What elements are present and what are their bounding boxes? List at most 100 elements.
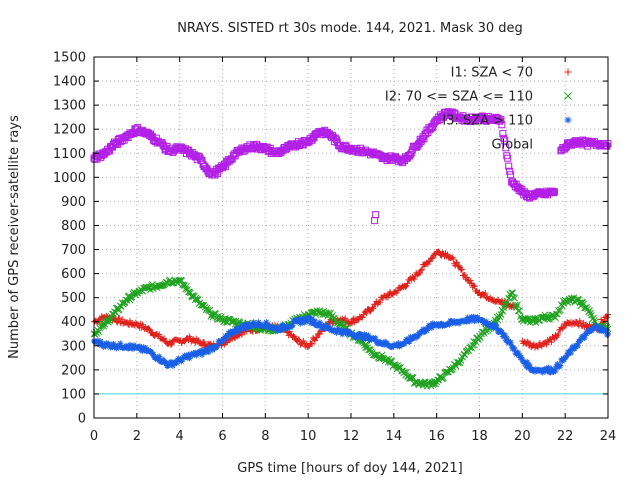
data-point-interp: [545, 313, 552, 321]
data-point-interp: [126, 296, 134, 304]
data-point-interp: [448, 365, 456, 373]
data-point-interp: [127, 317, 134, 324]
data-point-interp: [117, 340, 124, 347]
y-tick-label: 1300: [53, 99, 86, 114]
data-point-interp: [290, 333, 297, 340]
data-point: [444, 251, 451, 258]
data-point-interp: [125, 321, 132, 328]
data-point-interp: [440, 374, 447, 382]
data-point-interp: [471, 283, 478, 290]
y-tick-label: 200: [61, 363, 86, 378]
legend-label: I2: 70 <= SZA <= 110: [385, 90, 533, 105]
data-point-interp: [146, 326, 153, 333]
data-point: [508, 289, 515, 297]
data-point-interp: [339, 322, 347, 329]
data-point-interp: [458, 266, 465, 273]
data-point-interp: [123, 297, 131, 304]
x-tick-label: 4: [176, 429, 184, 444]
data-point-interp: [161, 335, 168, 342]
data-point-interp: [587, 309, 594, 317]
data-point-interp: [554, 310, 561, 318]
data-point-interp: [555, 330, 562, 337]
data-point-interp: [472, 338, 479, 345]
y-tick-label: 600: [61, 267, 86, 282]
data-point-interp: [309, 340, 316, 347]
y-tick-label: 800: [61, 219, 86, 234]
data-point-interp: [377, 299, 384, 306]
y-axis-label: Number of GPS receiver-satellite rays: [7, 115, 22, 359]
data-point-interp: [318, 328, 325, 335]
data-point-interp: [411, 276, 418, 283]
data-point-interp: [511, 294, 518, 302]
data-point-interp: [119, 316, 126, 323]
data-point-interp: [392, 362, 400, 369]
y-tick-label: 500: [61, 291, 86, 306]
x-tick-label: 16: [428, 429, 445, 444]
data-point-interp: [313, 334, 320, 341]
data-point-interp: [107, 315, 114, 322]
data-point-interp: [115, 306, 123, 313]
data-point-interp: [342, 315, 349, 322]
data-point-interp: [543, 341, 550, 348]
x-axis-label: GPS time [hours of doy 144, 2021]: [237, 461, 462, 476]
y-tick-label: 400: [61, 315, 86, 330]
data-point-interp: [386, 359, 394, 366]
x-tick-label: 0: [90, 429, 98, 444]
data-point-interp: [100, 322, 108, 330]
legend-label: I3: SZA > 110: [442, 114, 533, 129]
data-point-interp: [116, 315, 123, 322]
data-point-interp: [194, 296, 202, 303]
data-point-interp: [139, 321, 146, 328]
data-point-interp: [178, 277, 185, 284]
data-point-interp: [548, 339, 555, 346]
chart-title: NRAYS. SISTED rt 30s mode. 144, 2021. Ma…: [177, 21, 523, 36]
y-tick-label: 300: [61, 339, 86, 354]
data-point-interp: [105, 318, 112, 326]
x-tick-label: 12: [343, 429, 360, 444]
data-point-interp: [201, 338, 208, 345]
data-point-interp: [454, 259, 461, 266]
data-point-interp: [577, 302, 585, 310]
y-tick-label: 100: [61, 387, 86, 402]
y-tick-label: 1000: [53, 171, 86, 186]
y-tick-label: 1200: [53, 123, 86, 138]
data-point-interp: [325, 309, 332, 317]
data-point-interp: [531, 315, 539, 322]
data-point-interp: [419, 266, 426, 273]
data-point-interp: [450, 255, 457, 262]
data-point-interp: [370, 305, 377, 312]
data-point-interp: [499, 307, 507, 315]
data-point-interp: [402, 283, 409, 290]
data-point-interp: [504, 298, 512, 306]
data-point-interp: [556, 306, 564, 314]
data-point-interp: [467, 277, 474, 284]
legend-marker: [564, 116, 572, 124]
data-point-interp: [185, 288, 192, 296]
data-point-interp: [156, 353, 163, 360]
plot-area: [90, 108, 612, 390]
legend-label: I1: SZA < 70: [451, 66, 533, 81]
x-tick-label: 24: [600, 429, 617, 444]
series-i3-sza-110: [91, 313, 611, 376]
data-point-interp: [106, 317, 113, 324]
y-tick-label: 1100: [53, 147, 86, 162]
x-tick-label: 8: [261, 429, 269, 444]
data-point-interp: [428, 255, 435, 262]
data-point-interp: [470, 282, 477, 289]
x-tick-label: 22: [557, 429, 574, 444]
data-point-interp: [145, 325, 152, 332]
x-tick-label: 14: [386, 429, 403, 444]
data-point-interp: [295, 336, 302, 343]
data-point-interp: [559, 325, 566, 332]
data-point-interp: [429, 254, 436, 261]
data-point-interp: [514, 301, 521, 309]
x-tick-label: 18: [471, 429, 488, 444]
data-point-interp: [568, 350, 575, 357]
data-point-interp: [363, 310, 370, 317]
data-point-interp: [418, 267, 425, 274]
data-point-interp: [167, 341, 174, 348]
x-tick-label: 6: [218, 429, 226, 444]
data-point-interp: [348, 320, 355, 327]
